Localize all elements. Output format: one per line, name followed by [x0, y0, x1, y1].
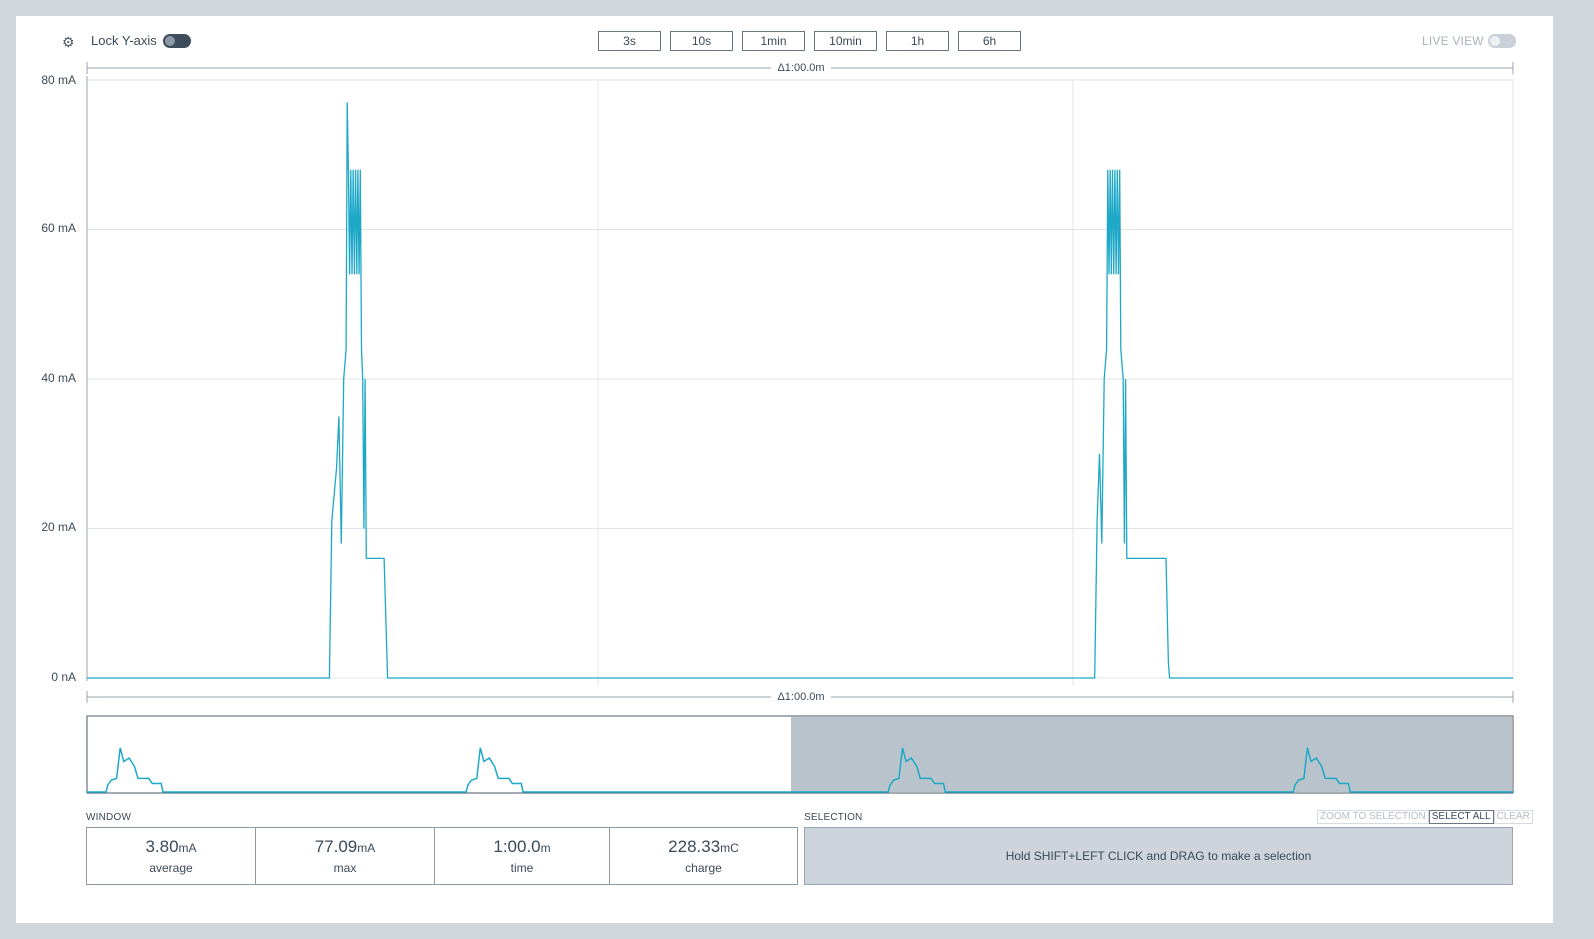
toggle-knob — [165, 36, 175, 46]
stat-time: 1:00.0m time — [435, 828, 610, 884]
stat-value: 1:00.0m — [493, 837, 551, 856]
stat-label: time — [510, 861, 534, 875]
zoom-to-selection-button[interactable]: ZOOM TO SELECTION — [1317, 810, 1429, 824]
selection-title: SELECTION — [804, 812, 863, 823]
stat-max: 77.09mA max — [256, 828, 435, 884]
window-stats: 3.80mA average 77.09mA max 1:00.0m time … — [86, 827, 798, 885]
zoom-buttons: 3s 10s 1min 10min 1h 6h — [598, 31, 1021, 51]
y-tick-label: 80 mA — [41, 73, 76, 87]
stat-value: 3.80mA — [145, 837, 197, 856]
window-title: WINDOW — [86, 812, 132, 823]
y-tick-label: 40 mA — [41, 371, 76, 385]
bottom-delta-label: Δ1:00.0m — [777, 691, 824, 703]
live-view-label: LIVE VIEW — [1422, 34, 1484, 48]
zoom-3s-button[interactable]: 3s — [598, 31, 661, 51]
zoom-1min-button[interactable]: 1min — [742, 31, 805, 51]
zoom-10s-button[interactable]: 10s — [670, 31, 733, 51]
stat-label: charge — [685, 861, 722, 875]
stat-charge: 228.33mC charge — [610, 828, 797, 884]
y-axis-ticks: 80 mA 60 mA 40 mA 20 mA 0 nA — [41, 73, 76, 684]
app-panel: ⚙ Lock Y-axis 3s 10s 1min 10min 1h 6h LI… — [16, 16, 1553, 923]
select-all-button[interactable]: SELECT ALL — [1428, 810, 1494, 824]
live-view-toggle[interactable] — [1488, 34, 1516, 48]
bottom-delta-bg — [771, 690, 831, 704]
lock-y-axis-label: Lock Y-axis — [91, 33, 157, 48]
minimap-window-overlay[interactable] — [791, 717, 1512, 792]
chart-svg[interactable]: Δ1:00.0m 80 mA 60 mA 40 mA 20 mA 0 nA Δ1… — [16, 16, 1553, 816]
top-delta-bg — [771, 60, 831, 74]
minimap-series-line — [87, 747, 1513, 793]
current-series-line — [87, 102, 1513, 679]
top-delta-label: Δ1:00.0m — [777, 62, 824, 74]
stat-label: average — [149, 861, 193, 875]
stat-average: 3.80mA average — [87, 828, 256, 884]
y-tick-label: 20 mA — [41, 520, 76, 534]
settings-gear-icon[interactable]: ⚙ — [62, 34, 75, 50]
stat-value: 228.33mC — [668, 837, 739, 856]
y-tick-label: 0 nA — [51, 670, 76, 684]
stat-label: max — [333, 861, 357, 875]
selection-buttons: ZOOM TO SELECTION SELECT ALL CLEAR — [1317, 810, 1533, 824]
selection-box[interactable]: Hold SHIFT+LEFT CLICK and DRAG to make a… — [804, 827, 1513, 885]
zoom-10min-button[interactable]: 10min — [814, 31, 877, 51]
lock-y-axis-toggle[interactable] — [163, 34, 191, 48]
y-tick-label: 60 mA — [41, 221, 76, 235]
horizontal-gridlines — [87, 229, 1513, 679]
toggle-knob — [1490, 36, 1500, 46]
zoom-6h-button[interactable]: 6h — [958, 31, 1021, 51]
clear-button[interactable]: CLEAR — [1493, 810, 1533, 824]
stat-value: 77.09mA — [314, 837, 376, 856]
zoom-1h-button[interactable]: 1h — [886, 31, 949, 51]
selection-hint: Hold SHIFT+LEFT CLICK and DRAG to make a… — [1005, 849, 1312, 863]
